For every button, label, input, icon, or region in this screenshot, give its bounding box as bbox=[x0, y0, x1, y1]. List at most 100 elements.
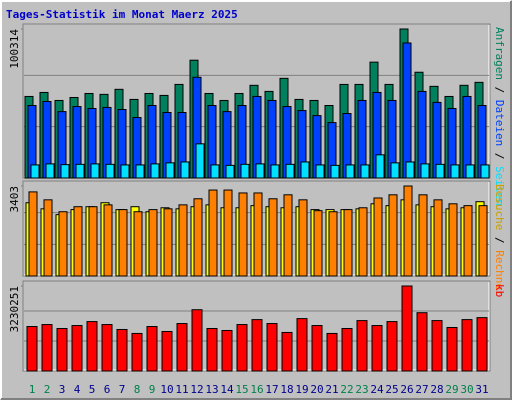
bar bbox=[75, 163, 85, 179]
bar bbox=[30, 164, 40, 179]
x-tick-label: 17 bbox=[265, 383, 278, 396]
x-tick-label: 4 bbox=[74, 383, 81, 396]
bar bbox=[405, 161, 415, 179]
x-tick-label: 7 bbox=[119, 383, 126, 396]
x-tick-label: 26 bbox=[400, 383, 413, 396]
x-tick-label: 11 bbox=[175, 383, 188, 396]
bar bbox=[356, 320, 368, 372]
bar bbox=[118, 209, 128, 277]
bar bbox=[311, 325, 323, 372]
bar bbox=[251, 319, 263, 372]
bar bbox=[58, 211, 68, 277]
legend: kb bbox=[493, 284, 506, 297]
bar bbox=[296, 318, 308, 372]
bar bbox=[60, 164, 70, 179]
bar bbox=[373, 197, 383, 277]
bar bbox=[88, 206, 98, 277]
bar bbox=[330, 164, 340, 179]
x-tick-label: 19 bbox=[295, 383, 308, 396]
bar bbox=[193, 198, 203, 277]
bar bbox=[433, 199, 443, 277]
legend-entry: Dateien bbox=[493, 100, 506, 146]
bar bbox=[285, 163, 295, 179]
legend: Besuche / Rechner bbox=[493, 184, 506, 297]
bar bbox=[358, 207, 368, 277]
x-tick-label: 1 bbox=[29, 383, 36, 396]
bar bbox=[71, 325, 83, 372]
bar bbox=[101, 324, 113, 372]
y-tick-label: 100314 bbox=[8, 29, 21, 69]
bar bbox=[283, 194, 293, 277]
bar bbox=[135, 164, 145, 179]
bar bbox=[178, 204, 188, 277]
bar bbox=[43, 199, 53, 277]
bar bbox=[26, 326, 38, 372]
bar bbox=[266, 323, 278, 372]
bar bbox=[390, 162, 400, 179]
bar bbox=[103, 204, 113, 277]
y-tick-label: 3403 bbox=[8, 186, 21, 213]
bar bbox=[150, 163, 160, 179]
x-tick-label: 14 bbox=[220, 383, 234, 396]
bar bbox=[450, 164, 460, 179]
bar bbox=[416, 312, 428, 372]
legend-entry: Rechner bbox=[493, 250, 506, 297]
legend-separator: / bbox=[493, 153, 506, 160]
bar bbox=[375, 154, 385, 179]
bar bbox=[238, 192, 248, 277]
bar bbox=[225, 164, 235, 179]
bar bbox=[163, 208, 173, 277]
x-tick-label: 20 bbox=[310, 383, 323, 396]
x-tick-label: 21 bbox=[325, 383, 338, 396]
bar bbox=[105, 163, 115, 179]
bar bbox=[45, 163, 55, 179]
bar bbox=[446, 327, 458, 372]
bar bbox=[148, 209, 158, 277]
bar bbox=[360, 164, 370, 179]
x-tick-label: 16 bbox=[250, 383, 263, 396]
bar bbox=[478, 205, 488, 277]
x-tick-label: 12 bbox=[190, 383, 203, 396]
bar bbox=[388, 194, 398, 277]
bar bbox=[191, 309, 203, 372]
x-tick-label: 15 bbox=[235, 383, 248, 396]
bar bbox=[403, 185, 413, 277]
bar bbox=[448, 203, 458, 277]
bar bbox=[165, 162, 175, 179]
y-tick-label: 3230251 bbox=[8, 286, 21, 332]
bar bbox=[161, 330, 173, 372]
bar bbox=[116, 328, 128, 372]
bar bbox=[56, 328, 68, 372]
bar bbox=[221, 329, 233, 372]
bar bbox=[461, 319, 473, 372]
x-tick-label: 10 bbox=[160, 383, 173, 396]
legend-separator: / bbox=[493, 87, 506, 94]
bar bbox=[146, 326, 158, 372]
bar bbox=[386, 321, 398, 372]
bar bbox=[236, 324, 248, 372]
x-tick-label: 8 bbox=[134, 383, 141, 396]
bar bbox=[371, 325, 383, 372]
bar bbox=[420, 163, 430, 179]
legend-entry: Besuche bbox=[493, 184, 506, 230]
bar bbox=[240, 163, 250, 179]
bar bbox=[255, 163, 265, 179]
x-tick-label: 24 bbox=[370, 383, 384, 396]
bar bbox=[180, 161, 190, 179]
legend-entry: Anfragen bbox=[493, 27, 506, 80]
bar bbox=[402, 42, 412, 179]
bar bbox=[41, 324, 53, 372]
bar bbox=[315, 164, 325, 179]
bar bbox=[435, 163, 445, 179]
bar bbox=[345, 164, 355, 179]
bar bbox=[90, 163, 100, 179]
x-tick-label: 28 bbox=[430, 383, 443, 396]
x-tick-label: 18 bbox=[280, 383, 293, 396]
bar bbox=[176, 323, 188, 372]
bar bbox=[133, 211, 143, 277]
x-tick-label: 2 bbox=[44, 383, 51, 396]
x-tick-label: 27 bbox=[415, 383, 428, 396]
